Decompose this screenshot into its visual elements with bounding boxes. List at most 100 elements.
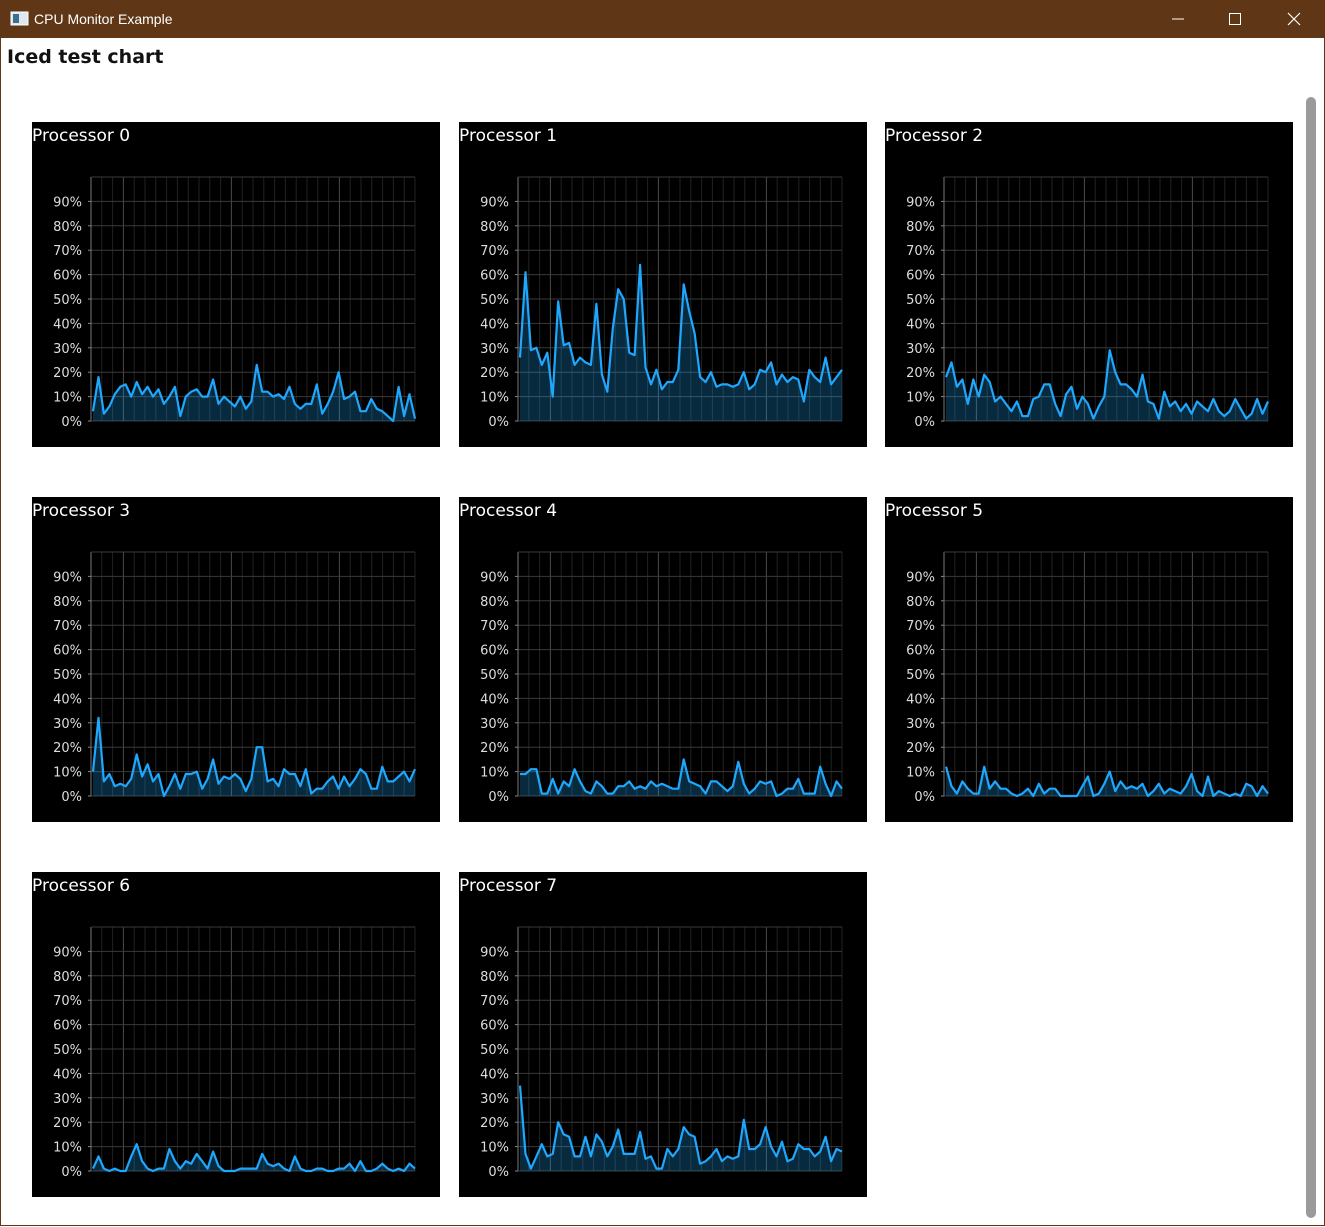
chart-panel: Processor 1 0% 10% 20% 30% 40% 50% 60% 70% 80% 90% — [459, 122, 867, 447]
y-tick-label: 0% — [61, 790, 82, 805]
y-tick-label: 30% — [53, 717, 82, 732]
line — [91, 1143, 416, 1173]
y-tick-label: 90% — [906, 570, 935, 585]
y-tick-label: 20% — [480, 1116, 509, 1131]
y-tick-label: 20% — [480, 741, 509, 756]
close-button[interactable] — [1287, 12, 1301, 26]
y-tick-label: 80% — [480, 970, 509, 985]
y-tick-label: 0% — [61, 1165, 82, 1180]
chart: Processor 6 0% 10% 20% 30% 40% 50% 60% 70% 80% 90% — [32, 876, 416, 1180]
chart: Processor 2 0% 10% 20% 30% 40% 50% 60% 70% 80% 90% — [885, 126, 1270, 430]
y-tick-label: 20% — [53, 1116, 82, 1131]
y-tick-label: 90% — [480, 195, 509, 210]
y-tick-label: 0% — [61, 415, 82, 430]
y-tick-label: 40% — [53, 317, 82, 332]
y-tick-label: 50% — [906, 668, 935, 683]
chart-panel: Processor 0 0% 10% 20% 30% 40% 50% 60% 70% 80% 90% — [32, 122, 440, 447]
y-tick-label: 0% — [488, 1165, 509, 1180]
y-tick-label: 90% — [906, 195, 935, 210]
y-tick-label: 10% — [480, 1141, 509, 1156]
y-tick-label: 60% — [53, 269, 82, 284]
y-tick-label: 80% — [53, 595, 82, 610]
y-tick-label: 70% — [53, 619, 82, 634]
area — [93, 364, 415, 421]
area — [93, 1144, 415, 1171]
app-icon-detail — [13, 14, 19, 23]
y-tick-label: 80% — [906, 220, 935, 235]
chart-title: Processor 7 — [459, 876, 557, 896]
line — [944, 765, 1269, 798]
y-tick-label: 30% — [53, 1092, 82, 1107]
y-tick-label: 40% — [53, 692, 82, 707]
title-bar: CPU Monitor Example — [0, 0, 1325, 38]
y-tick-label: 60% — [906, 269, 935, 284]
maximize-button[interactable] — [1229, 13, 1241, 25]
area — [520, 1085, 842, 1171]
y-tick-label: 60% — [480, 644, 509, 659]
line — [518, 1085, 843, 1170]
chart: Processor 3 0% 10% 20% 30% 40% 50% 60% 70% 80% 90% — [32, 501, 417, 805]
y-tick-label: 50% — [53, 668, 82, 683]
line — [518, 263, 843, 403]
y-tick-label: 60% — [53, 1019, 82, 1034]
y-tick-label: 10% — [53, 766, 82, 781]
y-tick-label: 70% — [480, 619, 509, 634]
chart-panel: Processor 7 0% 10% 20% 30% 40% 50% 60% 70% 80% 90% — [459, 872, 867, 1197]
chart-panel: Processor 6 0% 10% 20% 30% 40% 50% 60% 70% 80% 90% — [32, 872, 440, 1197]
y-tick-label: 40% — [906, 692, 935, 707]
y-tick-label: 10% — [906, 766, 935, 781]
y-tick-label: 30% — [906, 717, 935, 732]
y-tick-label: 10% — [480, 391, 509, 406]
y-tick-label: 50% — [480, 668, 509, 683]
page-heading: Iced test chart — [7, 46, 164, 68]
y-tick-label: 0% — [914, 790, 935, 805]
y-tick-label: 0% — [914, 415, 935, 430]
chart-title: Processor 1 — [459, 126, 557, 146]
chart-title: Processor 0 — [32, 126, 130, 146]
y-tick-label: 30% — [480, 342, 509, 357]
y-tick-label: 50% — [53, 293, 82, 308]
chart-panel: Processor 4 0% 10% 20% 30% 40% 50% 60% 70% 80% 90% — [459, 497, 867, 822]
y-tick-label: 20% — [906, 366, 935, 381]
y-tick-label: 40% — [480, 692, 509, 707]
y-tick-label: 70% — [906, 619, 935, 634]
chart-panel: Processor 3 0% 10% 20% 30% 40% 50% 60% 70% 80% 90% — [32, 497, 440, 822]
line — [91, 716, 417, 798]
y-tick-label: 70% — [53, 994, 82, 1009]
y-tick-label: 10% — [53, 1141, 82, 1156]
y-tick-label: 70% — [906, 244, 935, 259]
scrollbar[interactable] — [1306, 97, 1316, 1218]
y-tick-label: 80% — [906, 595, 935, 610]
line — [520, 758, 843, 798]
y-tick-label: 0% — [488, 790, 509, 805]
y-tick-label: 90% — [53, 945, 82, 960]
y-tick-label: 50% — [480, 1043, 509, 1058]
y-tick-label: 90% — [53, 570, 82, 585]
line — [91, 363, 417, 423]
line — [944, 349, 1270, 420]
y-tick-label: 80% — [480, 220, 509, 235]
y-tick-label: 60% — [480, 1019, 509, 1034]
y-tick-label: 10% — [53, 391, 82, 406]
chart-panel: Processor 5 0% 10% 20% 30% 40% 50% 60% 70% 80% 90% — [885, 497, 1293, 822]
title-bar-graphics — [10, 11, 1301, 26]
chart: Processor 7 0% 10% 20% 30% 40% 50% 60% 70% 80% 90% — [459, 876, 843, 1180]
y-tick-label: 30% — [480, 717, 509, 732]
y-tick-label: 20% — [906, 741, 935, 756]
y-tick-label: 30% — [480, 1092, 509, 1107]
window-title: CPU Monitor Example — [34, 11, 173, 27]
y-tick-label: 50% — [53, 1043, 82, 1058]
y-tick-label: 10% — [906, 391, 935, 406]
y-tick-label: 30% — [53, 342, 82, 357]
area — [93, 717, 415, 796]
y-tick-label: 0% — [488, 415, 509, 430]
chart-title: Processor 2 — [885, 126, 983, 146]
y-tick-label: 80% — [480, 595, 509, 610]
y-tick-label: 80% — [53, 220, 82, 235]
chart-panel: Processor 2 0% 10% 20% 30% 40% 50% 60% 70% 80% 90% — [885, 122, 1293, 447]
chart: Processor 4 0% 10% 20% 30% 40% 50% 60% 70% 80% 90% — [459, 501, 843, 805]
chart: Processor 5 0% 10% 20% 30% 40% 50% 60% 70% 80% 90% — [885, 501, 1269, 805]
y-tick-label: 90% — [480, 570, 509, 585]
y-tick-label: 40% — [906, 317, 935, 332]
y-tick-label: 40% — [53, 1067, 82, 1082]
